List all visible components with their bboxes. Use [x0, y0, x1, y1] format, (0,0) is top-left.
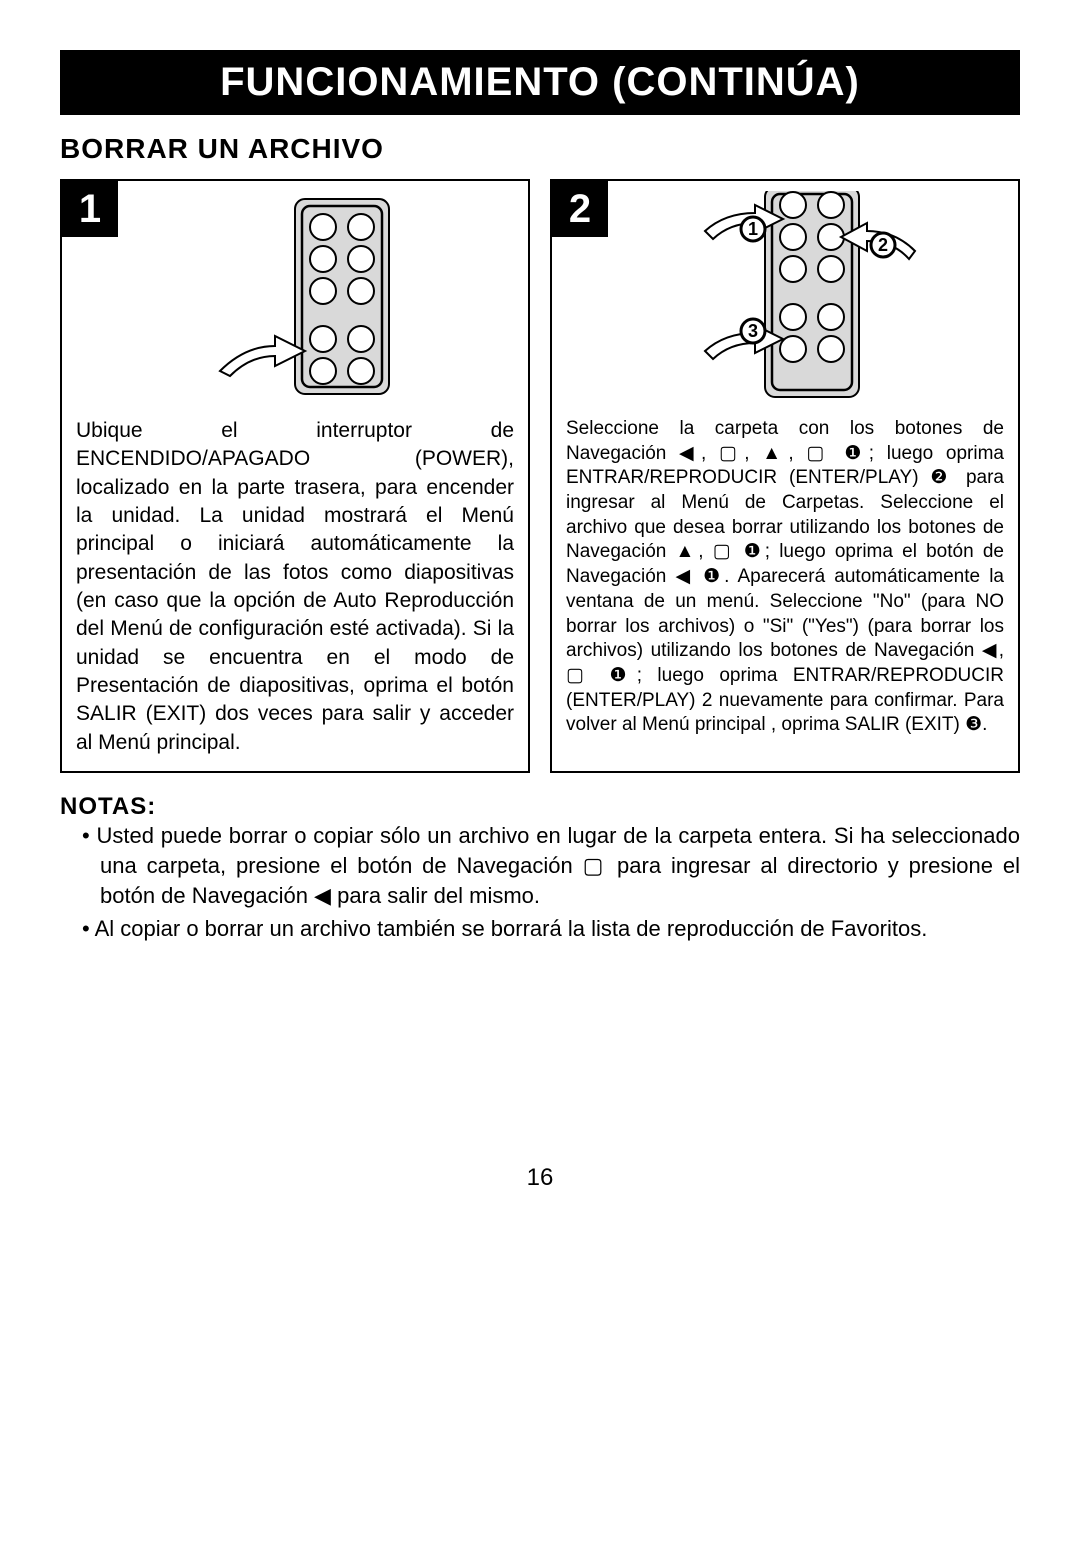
note-item: Al copiar o borrar un archivo también se… — [82, 914, 1020, 944]
step-1-illustration — [62, 181, 528, 411]
section-heading: BORRAR UN ARCHIVO — [60, 133, 1020, 165]
callout-2-label: 2 — [878, 235, 888, 255]
page-number: 16 — [60, 1164, 1020, 1192]
steps-row: 1 Ubique el interruptor de ENCENDIDO/APA… — [60, 179, 1020, 773]
remote-illustration-1 — [165, 191, 425, 401]
step-2: 2 1 2 — [550, 179, 1020, 773]
notes-heading: NOTAS: — [60, 793, 1020, 821]
step-2-text: Seleccione la carpeta con los botones de… — [552, 411, 1018, 752]
remote-illustration-2: 1 2 3 — [615, 191, 955, 401]
callout-3-label: 3 — [748, 321, 758, 341]
page-title: FUNCIONAMIENTO (CONTINÚA) — [60, 50, 1020, 115]
callout-1-label: 1 — [748, 219, 758, 239]
notes-list: Usted puede borrar o copiar sólo un arch… — [60, 821, 1020, 944]
note-item: Usted puede borrar o copiar sólo un arch… — [82, 821, 1020, 910]
step-2-number: 2 — [552, 181, 608, 237]
step-1-number: 1 — [62, 181, 118, 237]
step-2-illustration: 1 2 3 — [552, 181, 1018, 411]
step-1: 1 Ubique el interruptor de ENCENDIDO/APA… — [60, 179, 530, 773]
step-1-text: Ubique el interruptor de ENCENDIDO/APAGA… — [62, 411, 528, 771]
